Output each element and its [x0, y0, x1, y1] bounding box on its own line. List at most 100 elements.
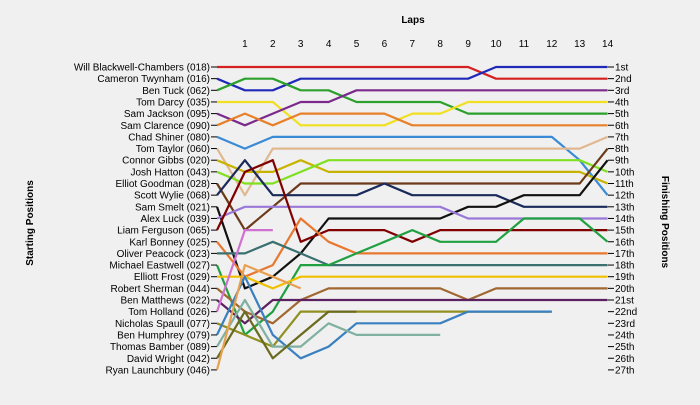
- lap-tick-label: 6: [382, 39, 388, 50]
- finishing-position-label: 12th: [615, 191, 634, 202]
- series-line: [216, 147, 609, 232]
- finishing-position-label: 17th: [615, 249, 634, 260]
- finishing-position-label: 8th: [615, 144, 629, 155]
- series-line: [216, 205, 608, 220]
- lap-tick-label: 14: [602, 39, 614, 50]
- starting-position-label: Scott Wylie (068): [134, 191, 210, 202]
- starting-position-label: Sam Smelt (021): [135, 202, 210, 213]
- series-line: [216, 298, 608, 325]
- finishing-position-label: 23rd: [615, 319, 635, 330]
- finishing-position-label: 25th: [615, 342, 634, 353]
- series-line: [216, 298, 441, 348]
- series-lines: [215, 65, 609, 371]
- starting-position-label: Chad Shiner (080): [128, 132, 210, 143]
- finishing-position-label: 16th: [615, 237, 634, 248]
- series-line: [216, 159, 608, 243]
- starting-position-label: Thomas Bamber (089): [110, 342, 210, 353]
- starting-position-label: Liam Ferguson (065): [117, 226, 210, 237]
- series-line: [216, 217, 608, 278]
- lap-tick-labels: 1 2 3 4 5 6 7 8 9 10 11 12 13 14: [242, 39, 613, 50]
- finishing-position-label: 15th: [615, 226, 634, 237]
- series-line: [216, 275, 552, 360]
- lap-tick-label: 10: [490, 39, 502, 50]
- starting-position-label: Oliver Peacock (023): [117, 249, 210, 260]
- finishing-position-label: 11th: [615, 179, 634, 190]
- finishing-position-label: 21st: [615, 296, 634, 307]
- starting-position-labels: Will Blackwell-Chambers (018)Cameron Twy…: [74, 63, 217, 376]
- series-line: [216, 287, 608, 325]
- starting-position-label: Ben Tuck (062): [142, 86, 210, 97]
- finishing-position-label: 3rd: [615, 86, 629, 97]
- starting-position-label: Michael Eastwell (027): [109, 261, 210, 272]
- finishing-position-label: 6th: [615, 121, 629, 132]
- finishing-position-label: 19th: [615, 272, 634, 283]
- finishing-position-label: 9th: [615, 156, 629, 167]
- left-axis-title: Starting Positions: [25, 180, 36, 266]
- series-line: [216, 135, 609, 196]
- series-line: [217, 65, 608, 80]
- starting-position-label: Nicholas Spaull (077): [115, 319, 210, 330]
- series-line: [216, 159, 609, 185]
- starting-position-label: Cameron Twynham (016): [97, 74, 210, 85]
- finishing-position-label: 7th: [615, 132, 629, 143]
- starting-position-label: Tom Taylor (060): [136, 144, 210, 155]
- finishing-position-label: 18th: [615, 261, 634, 272]
- series-line: [217, 275, 608, 290]
- series-line: [216, 310, 357, 360]
- finishing-position-label: 10th: [615, 167, 634, 178]
- lap-tick-label: 4: [326, 39, 332, 50]
- series-line: [216, 65, 608, 92]
- finishing-position-label: 1st: [615, 63, 629, 74]
- x-axis-title: Laps: [401, 15, 425, 26]
- starting-position-label: Alex Luck (039): [141, 214, 210, 225]
- series-line: [216, 112, 608, 127]
- finishing-position-label: 14th: [615, 214, 634, 225]
- series-line: [216, 89, 608, 127]
- finishing-position-label: 20th: [615, 284, 634, 295]
- lap-tick-label: 8: [437, 39, 443, 50]
- series-line: [216, 159, 609, 185]
- starting-position-label: Tom Darcy (035): [136, 97, 210, 108]
- series-line: [215, 229, 273, 312]
- starting-position-label: Ben Humphrey (079): [117, 330, 210, 341]
- series-line: [215, 264, 302, 371]
- series-line: [216, 77, 608, 115]
- starting-position-label: Sam Clarence (090): [121, 121, 210, 132]
- finishing-position-label: 27th: [615, 365, 634, 376]
- series-line: [216, 159, 608, 208]
- starting-position-label: Elliott Frost (029): [134, 272, 210, 283]
- starting-position-label: Karl Bonney (025): [129, 237, 210, 248]
- finishing-position-label: 5th: [615, 109, 629, 120]
- lap-tick-label: 12: [546, 39, 558, 50]
- finishing-position-label: 22nd: [615, 307, 637, 318]
- lap-tick-label: 13: [574, 39, 586, 50]
- lap-tick-label: 5: [354, 39, 360, 50]
- finishing-position-labels: 1st2nd3rd4th5th6th7th8th9th10th11th12th1…: [608, 63, 637, 376]
- series-line: [215, 217, 609, 336]
- series-line: [215, 159, 609, 290]
- finishing-position-label: 4th: [615, 97, 629, 108]
- starting-position-label: Tom Holland (026): [128, 307, 210, 318]
- starting-position-label: Josh Hatton (043): [131, 167, 211, 178]
- starting-position-label: Elliot Goodman (028): [116, 179, 211, 190]
- right-axis-title: Finishing Positions: [659, 176, 670, 269]
- starting-position-label: Will Blackwell-Chambers (018): [74, 63, 210, 74]
- starting-position-label: Robert Sherman (044): [111, 284, 211, 295]
- starting-position-label: Connor Gibbs (020): [122, 156, 210, 167]
- finishing-position-label: 26th: [615, 354, 634, 365]
- lap-tick-label: 11: [519, 39, 530, 50]
- starting-position-label: Ben Matthews (022): [121, 296, 211, 307]
- lap-tick-label: 3: [298, 39, 304, 50]
- series-line: [217, 240, 608, 267]
- lap-tick-label: 1: [242, 39, 248, 50]
- series-line: [216, 135, 609, 197]
- starting-position-label: Ryan Launchbury (046): [105, 365, 210, 376]
- lap-tick-label: 7: [410, 39, 416, 50]
- starting-position-label: Sam Jackson (095): [124, 109, 210, 120]
- lap-tick-label: 2: [270, 39, 276, 50]
- starting-position-label: David Wright (042): [127, 354, 210, 365]
- finishing-position-label: 2nd: [615, 74, 632, 85]
- lap-tick-label: 9: [465, 39, 471, 50]
- finishing-position-label: 13th: [615, 202, 634, 213]
